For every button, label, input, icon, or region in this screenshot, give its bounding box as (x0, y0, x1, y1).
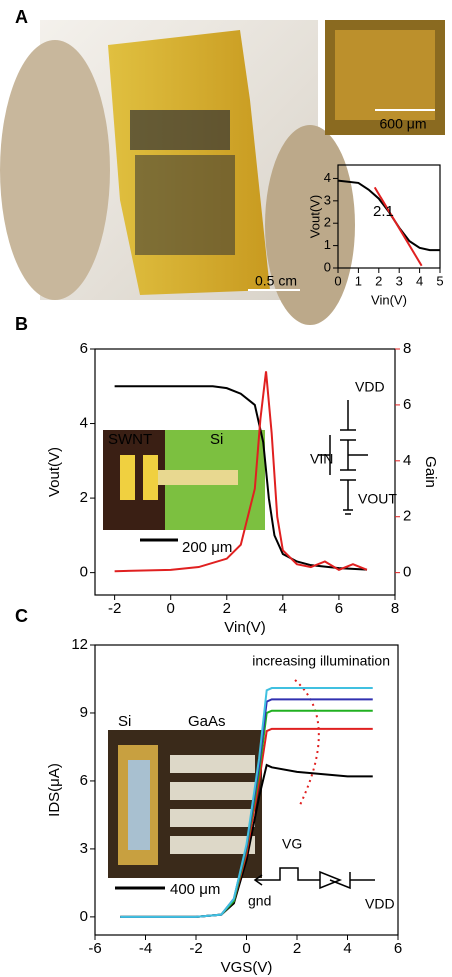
y-axis-label: Vout(V) (307, 195, 322, 238)
y2-tick-label: 4 (403, 452, 411, 469)
panel-letter: C (15, 606, 28, 626)
x-axis-label: Vin(V) (371, 292, 407, 307)
annotation: increasing illumination (252, 653, 390, 669)
y2-tick-label: 2 (403, 508, 411, 525)
panel-letter: A (15, 7, 28, 27)
x-tick-label: 0 (334, 273, 341, 288)
annotation: VDD (365, 896, 395, 912)
x-axis-label: VGS(V) (221, 959, 273, 976)
annotation: VOUT (358, 491, 397, 507)
y2-axis-label: Gain (422, 456, 439, 488)
annotation: 400 μm (170, 881, 220, 898)
annotation: gnd (248, 893, 271, 909)
x-tick-label: -2 (108, 600, 121, 617)
x-tick-label: 1 (355, 273, 362, 288)
x-tick-label: 3 (396, 273, 403, 288)
annotation: VDD (355, 379, 385, 395)
y-tick-label: 6 (80, 772, 88, 789)
figure: A01234501234Vin(V)Vout(V)2.10.5 cm600 μm… (0, 0, 452, 977)
y-tick-label: 6 (80, 340, 88, 357)
x-tick-label: 4 (343, 940, 351, 957)
y-tick-label: 1 (324, 237, 331, 252)
annotation: 0.5 cm (255, 273, 297, 289)
y2-tick-label: 0 (403, 564, 411, 581)
y-tick-label: 2 (324, 215, 331, 230)
circuit-photodetector (255, 868, 375, 888)
x-tick-label: -4 (139, 940, 152, 957)
annotation: 2.1 (373, 203, 394, 220)
x-tick-label: 8 (391, 600, 399, 617)
x-tick-label: 6 (335, 600, 343, 617)
x-tick-label: 2 (293, 940, 301, 957)
y2-tick-label: 6 (403, 396, 411, 413)
y-tick-label: 3 (80, 840, 88, 857)
annotation: VIN (310, 451, 333, 467)
y-tick-label: 4 (324, 170, 331, 185)
photo-inset-c (108, 730, 262, 888)
annotation: VG (282, 836, 302, 852)
photo-flexible-circuit (0, 20, 355, 325)
x-tick-label: -2 (189, 940, 202, 957)
x-tick-label: 2 (223, 600, 231, 617)
annotation: Si (210, 431, 223, 448)
x-tick-label: 4 (279, 600, 287, 617)
annotation: GaAs (188, 713, 226, 730)
x-axis-label: Vin(V) (224, 619, 265, 636)
y-tick-label: 2 (80, 489, 88, 506)
y-axis-label: IDS(μA) (46, 763, 63, 817)
y-tick-label: 0 (324, 259, 331, 274)
panel-letter: B (15, 314, 28, 334)
y-tick-label: 0 (80, 564, 88, 581)
annotation: SWNT (108, 431, 152, 448)
x-tick-label: 4 (416, 273, 423, 288)
annotation: 600 μm (380, 116, 427, 132)
annotation: Si (118, 713, 131, 730)
x-tick-label: 2 (375, 273, 382, 288)
x-tick-label: -6 (88, 940, 101, 957)
x-tick-label: 6 (394, 940, 402, 957)
y-tick-label: 12 (71, 636, 88, 653)
y-axis-label: Vout(V) (46, 447, 63, 497)
x-tick-label: 0 (242, 940, 250, 957)
data-line (375, 187, 422, 265)
y-tick-label: 4 (80, 415, 88, 432)
annotation: 200 μm (182, 539, 232, 556)
y-tick-label: 9 (80, 704, 88, 721)
x-tick-label: 5 (436, 273, 443, 288)
y-tick-label: 0 (80, 908, 88, 925)
y2-tick-label: 8 (403, 340, 411, 357)
y-tick-label: 3 (324, 192, 331, 207)
x-tick-label: 0 (167, 600, 175, 617)
